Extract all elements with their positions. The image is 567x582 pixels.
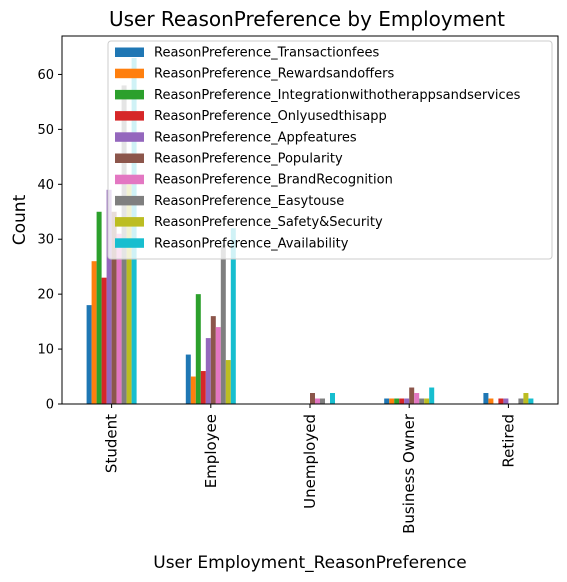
legend-label: ReasonPreference_Safety&Security [154, 215, 383, 230]
y-axis: 0 10 20 30 40 50 60 [37, 68, 62, 413]
legend-box [107, 40, 553, 260]
bar [185, 354, 191, 404]
y-tick-label: 10 [37, 343, 54, 358]
legend-swatch [115, 174, 144, 185]
chart-title: User ReasonPreference by Employment [109, 7, 505, 31]
legend-swatch [115, 153, 144, 163]
y-tick-label: 20 [37, 288, 54, 303]
x-axis: Student Employee Unemployed Business Owner R… [103, 404, 517, 534]
bar [315, 398, 320, 404]
bar [195, 294, 201, 404]
bar [384, 398, 390, 404]
y-tick-label: 60 [37, 68, 54, 83]
bar [498, 398, 504, 404]
x-tick-label: Unemployed [301, 414, 319, 509]
plot-frame [61, 35, 559, 405]
bar [528, 398, 534, 404]
y-tick-label: 0 [46, 398, 54, 413]
legend-swatch [115, 89, 144, 100]
bar [409, 387, 415, 404]
legend-label: ReasonPreference_Popularity [154, 152, 343, 167]
legend-label: ReasonPreference_Appfeatures [154, 130, 357, 145]
bar [126, 184, 132, 404]
bar [424, 398, 430, 404]
x-tick-label: Retired [499, 414, 517, 468]
bar [483, 393, 489, 404]
y-axis-label: Count [10, 194, 30, 245]
legend-label: ReasonPreference_Integrationwithotherapp… [154, 88, 521, 103]
y-tick-label: 50 [37, 123, 54, 138]
legend-swatch [115, 47, 144, 57]
legend-swatch [115, 111, 144, 121]
bar [389, 398, 395, 404]
bar [399, 398, 405, 404]
legend-swatch [115, 217, 144, 227]
y-tick-label: 40 [37, 178, 54, 193]
y-tick-label: 30 [37, 233, 54, 248]
bar [488, 398, 494, 404]
legend-swatch [115, 132, 144, 142]
bar [220, 244, 226, 404]
bar [330, 393, 335, 404]
bar [106, 189, 112, 404]
legend-label: ReasonPreference_Easytouse [154, 194, 344, 209]
legend-label: ReasonPreference_Transactionfees [154, 46, 380, 61]
bar [96, 211, 102, 404]
legend-swatch [115, 68, 144, 79]
x-axis-label: User Employment_ReasonPreference [153, 553, 466, 573]
bar [91, 261, 97, 404]
bar [210, 316, 216, 404]
legend-label: ReasonPreference_Availability [154, 236, 349, 251]
x-tick-label: Student [103, 414, 121, 473]
bar [116, 233, 122, 404]
bar [419, 398, 425, 404]
legend: ReasonPreference_Transactionfees ReasonPr… [107, 40, 553, 260]
legend-label: ReasonPreference_Onlyusedthisapp [154, 109, 387, 124]
legend-label: ReasonPreference_BrandRecognition [154, 173, 393, 188]
bar [518, 398, 524, 404]
bar [404, 398, 410, 404]
bar [225, 360, 231, 404]
bar [111, 211, 117, 404]
bar [230, 228, 236, 404]
bar [394, 398, 400, 404]
bar [310, 393, 315, 404]
bar [320, 398, 325, 404]
legend-label: ReasonPreference_Rewardsandoffers [154, 67, 394, 82]
bar [215, 327, 221, 404]
x-tick-label: Employee [202, 414, 220, 488]
bar [414, 393, 420, 404]
bar [503, 398, 509, 404]
legend-swatch [115, 195, 144, 206]
bar [523, 393, 529, 404]
bar [86, 305, 92, 404]
bar [205, 338, 211, 404]
legend-swatch [115, 238, 144, 248]
bar [101, 277, 107, 404]
bar [429, 387, 435, 404]
bar [200, 371, 206, 404]
bar [190, 376, 196, 404]
x-tick-label: Business Owner [400, 413, 418, 534]
